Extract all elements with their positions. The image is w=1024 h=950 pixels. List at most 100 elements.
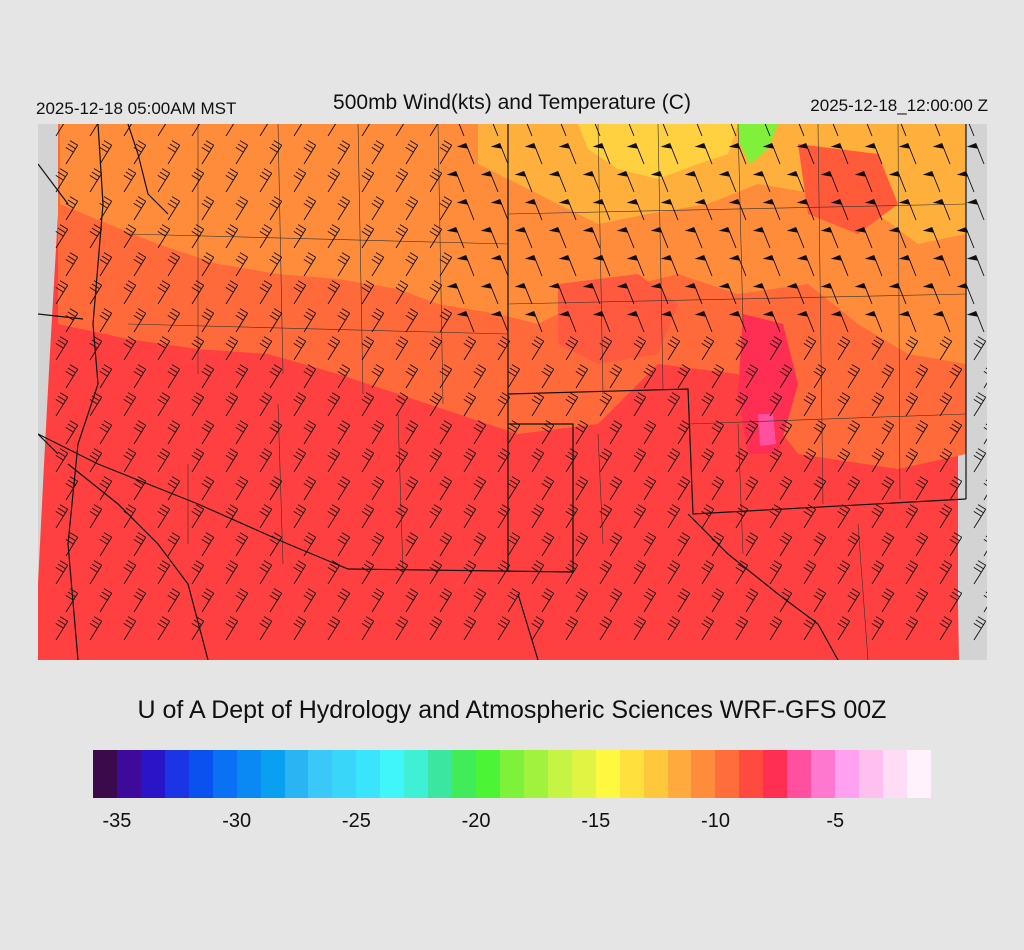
wind-barb <box>225 173 239 193</box>
wind-barb-feather <box>69 252 78 258</box>
wind-barb-feather <box>849 591 858 598</box>
wind-barb-feather <box>728 255 741 261</box>
wind-barb-feather <box>715 588 724 594</box>
wind-barb-feather <box>446 227 459 233</box>
wind-barb <box>507 593 521 613</box>
colorbar-swatch <box>164 750 189 798</box>
wind-barb-feather <box>841 616 850 622</box>
credit-line: U of A Dept of Hydrology and Atmospheric… <box>137 696 887 724</box>
wind-barb-feather <box>871 567 880 573</box>
wind-barb <box>949 425 963 445</box>
wind-barb-feather <box>305 143 314 150</box>
wind-barb <box>429 397 443 417</box>
wind-barb-feather <box>271 535 280 542</box>
wind-barb-feather <box>273 476 282 482</box>
wind-barb-feather <box>225 455 234 461</box>
wind-barb-feather <box>99 539 108 545</box>
wind-barb-feather <box>273 308 282 314</box>
wind-barb <box>633 565 647 585</box>
wind-barb-feather <box>397 451 406 458</box>
wind-barb-feather <box>701 511 710 517</box>
wind-barb-feather <box>341 588 350 594</box>
wind-barb <box>837 397 851 417</box>
wind-barb <box>439 593 453 613</box>
wind-barb-feather <box>507 595 516 601</box>
wind-barb-feather <box>159 619 168 626</box>
wind-barb-feather <box>103 532 112 538</box>
wind-barb <box>507 369 521 389</box>
wind-barb-feather <box>501 336 510 342</box>
wind-barb-feather <box>361 287 370 293</box>
wind-barb-feather <box>239 420 248 426</box>
wind-barb-feather <box>263 448 272 454</box>
wind-barb-feather <box>841 336 850 342</box>
wind-barb-feather <box>613 532 622 538</box>
wind-barb <box>439 257 453 277</box>
wind-barb-feather <box>514 283 527 289</box>
colorbar-swatch <box>523 750 548 798</box>
wind-barb <box>235 313 249 333</box>
wind-barb-feather <box>949 427 958 433</box>
wind-barb-feather <box>365 336 374 342</box>
wind-barb-feather <box>786 227 799 233</box>
wind-barb-feather <box>841 504 850 510</box>
wind-barb-feather <box>633 511 642 517</box>
wind-barb-feather <box>718 227 731 233</box>
colorbar-swatch <box>595 750 620 798</box>
wind-barb-feather <box>329 171 338 178</box>
wind-barb-feather <box>558 255 571 261</box>
wind-barb <box>847 425 861 445</box>
political-boundaries <box>38 124 967 660</box>
wind-barb <box>609 425 623 445</box>
wind-barb-feather <box>611 423 620 430</box>
wind-barb-feather <box>705 392 714 398</box>
wind-barb-feather <box>169 199 178 206</box>
wind-barb-feather <box>883 423 892 430</box>
wind-barb-feather <box>951 535 960 542</box>
wind-barb-feather <box>261 563 270 570</box>
wind-barb <box>837 341 851 361</box>
wind-barb-feather <box>533 395 542 402</box>
wind-barb <box>327 453 341 473</box>
wind-barb-feather <box>669 563 678 570</box>
wind-barb-feather <box>601 507 610 514</box>
wind-barb-feather <box>569 616 578 622</box>
wind-barb <box>65 369 79 389</box>
wind-barb-feather <box>171 476 180 482</box>
wind-barb-feather <box>295 171 304 178</box>
wind-barb-feather <box>101 143 110 150</box>
wind-barb-feather <box>237 535 246 542</box>
wind-barb-feather <box>433 336 442 342</box>
wind-barb-feather <box>973 511 982 517</box>
wind-barb-feather <box>201 147 210 153</box>
wind-barb-feather <box>807 504 816 510</box>
wind-barb <box>293 341 307 361</box>
wind-barb-feather <box>439 203 448 209</box>
wind-barb <box>303 425 317 445</box>
wind-barb-feather <box>684 283 697 289</box>
wind-barb-feather <box>135 255 144 262</box>
wind-barb-feather <box>701 455 710 461</box>
wind-barb-feather <box>227 171 236 178</box>
wind-barb-feather <box>273 420 282 426</box>
wind-barb-feather <box>966 255 979 261</box>
wind-barb <box>813 369 827 389</box>
wind-barb-feather <box>399 448 408 454</box>
wind-barb-feather <box>609 371 618 377</box>
wind-barb-feather <box>263 392 272 398</box>
wind-barb-feather <box>467 616 476 622</box>
wind-barb-feather <box>671 560 680 566</box>
wind-barb-feather <box>375 308 384 314</box>
wind-barb-feather <box>123 511 132 517</box>
wind-barb-feather <box>888 227 901 233</box>
wind-barb-feather <box>592 143 605 149</box>
wind-barb-feather <box>441 535 450 542</box>
wind-barb-feather <box>735 623 744 629</box>
wind-barb-feather <box>201 595 210 601</box>
wind-barb-feather <box>127 224 136 230</box>
wind-barb <box>803 397 817 417</box>
wind-barb <box>191 173 205 193</box>
wind-barb-feather <box>601 619 610 626</box>
wind-barb <box>89 229 103 249</box>
wind-barb <box>565 565 579 585</box>
